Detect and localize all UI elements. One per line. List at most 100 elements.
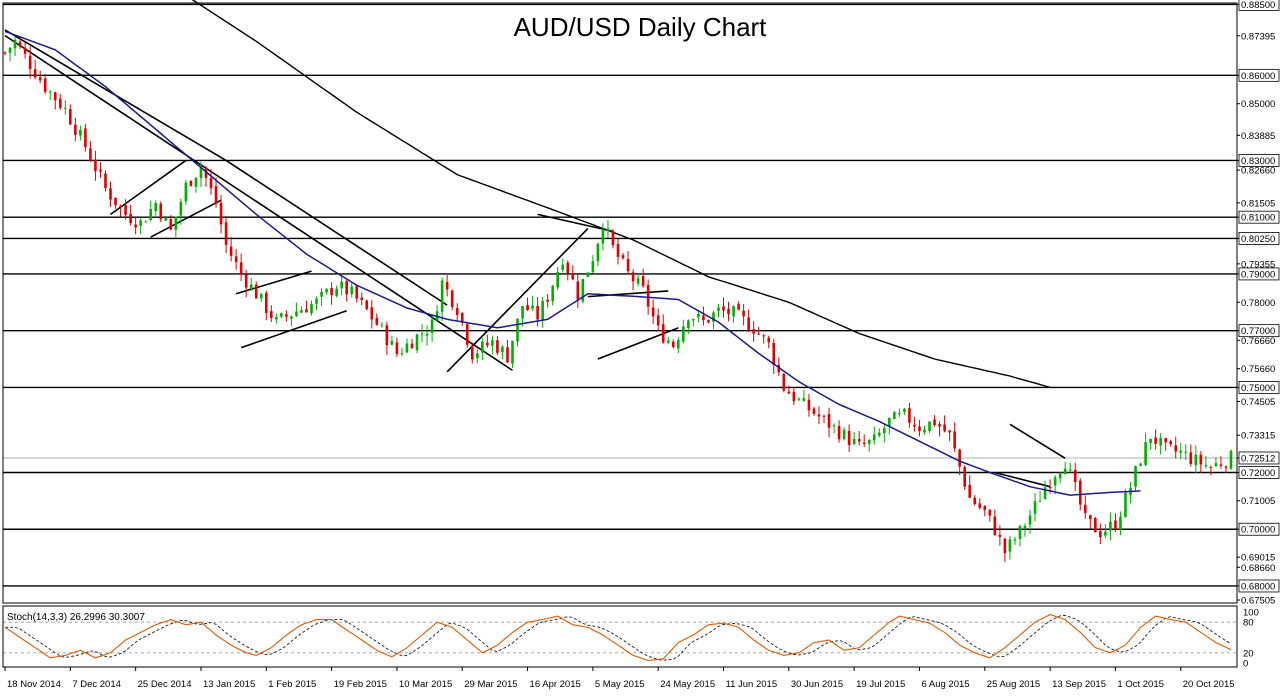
candle-body bbox=[1119, 516, 1122, 530]
candle-body bbox=[149, 209, 153, 221]
candle-body bbox=[169, 219, 173, 230]
candle-body bbox=[1104, 531, 1107, 536]
price-tick-label: 0.73315 bbox=[1241, 431, 1275, 442]
candle-body bbox=[666, 340, 670, 343]
stochastic-tick-label: 20 bbox=[1243, 648, 1254, 659]
candle-body bbox=[978, 503, 982, 508]
candle-body bbox=[1018, 526, 1022, 539]
candle-body bbox=[938, 424, 941, 427]
price-tick-label: 0.75000 bbox=[1241, 383, 1275, 394]
price-level-tag bbox=[1238, 68, 1280, 82]
candle-body bbox=[18, 41, 22, 47]
candle-body bbox=[470, 345, 474, 360]
time-tick-label: 25 Aug 2015 bbox=[987, 679, 1040, 690]
candle-body bbox=[661, 324, 665, 343]
candle-body bbox=[350, 286, 353, 294]
price-level-tag bbox=[1238, 380, 1280, 394]
candle-body bbox=[476, 353, 479, 359]
time-tick-label: 20 Oct 2015 bbox=[1183, 679, 1235, 690]
candle-body bbox=[877, 432, 881, 436]
price-tick-label: 0.75660 bbox=[1241, 364, 1275, 375]
candle-body bbox=[129, 213, 132, 224]
candle-body bbox=[455, 308, 459, 315]
candle-body bbox=[259, 293, 263, 299]
chart-frames bbox=[2, 2, 1238, 668]
candle-body bbox=[872, 434, 876, 441]
candle-body bbox=[1058, 473, 1062, 479]
candle-body bbox=[1063, 468, 1067, 475]
candle-body bbox=[656, 315, 660, 326]
candle-body bbox=[1053, 477, 1057, 486]
candle-body bbox=[58, 98, 62, 108]
candle-body bbox=[752, 329, 755, 334]
candle-body bbox=[516, 318, 519, 342]
price-level-tag bbox=[1238, 579, 1280, 593]
candle-body bbox=[285, 314, 288, 317]
candle-body bbox=[450, 290, 454, 308]
time-tick-label: 13 Jan 2015 bbox=[203, 679, 255, 690]
candle-body bbox=[913, 424, 916, 427]
price-tick-label: 0.83885 bbox=[1241, 131, 1275, 142]
candle-body bbox=[109, 188, 112, 200]
price-level-tag bbox=[1238, 451, 1280, 465]
price-tick-label: 0.72000 bbox=[1241, 468, 1275, 479]
candle-body bbox=[641, 276, 645, 286]
candle-body bbox=[340, 281, 343, 289]
stochastic-panel-frame bbox=[2, 605, 1238, 668]
time-tick-label: 1 Oct 2015 bbox=[1117, 679, 1163, 690]
candle-body bbox=[1134, 466, 1137, 487]
time-tick-label: 19 Jul 2015 bbox=[856, 679, 905, 690]
candle-body bbox=[933, 419, 936, 425]
candle-body bbox=[1028, 515, 1032, 525]
candle-body bbox=[1209, 467, 1213, 469]
candle-body bbox=[501, 347, 504, 353]
candle-body bbox=[400, 353, 404, 355]
candle-body bbox=[134, 224, 137, 228]
price-tick-label: 0.72512 bbox=[1241, 453, 1275, 464]
candle-body bbox=[646, 284, 650, 307]
candle-body bbox=[908, 408, 911, 423]
candle-body bbox=[817, 414, 821, 417]
candle-body bbox=[998, 534, 1002, 537]
candle-body bbox=[802, 397, 806, 401]
candle-body bbox=[1043, 487, 1047, 499]
price-tick-label: 0.68660 bbox=[1241, 563, 1275, 574]
candle-body bbox=[732, 306, 735, 317]
candle-body bbox=[1149, 438, 1152, 444]
candle-body bbox=[772, 343, 776, 365]
candle-body bbox=[1184, 451, 1188, 453]
candle-body bbox=[737, 304, 740, 310]
time-tick-label: 6 Aug 2015 bbox=[921, 679, 969, 690]
trendline bbox=[150, 199, 222, 238]
candle-body bbox=[943, 424, 946, 432]
candle-body bbox=[953, 431, 956, 449]
candle-body bbox=[53, 92, 57, 101]
candle-body bbox=[229, 246, 233, 256]
candle-body bbox=[1219, 464, 1223, 466]
candle-body bbox=[244, 274, 248, 288]
price-tick-label: 0.88500 bbox=[1241, 0, 1275, 11]
candle-body bbox=[621, 255, 625, 259]
candle-body bbox=[852, 438, 856, 445]
candle-body bbox=[1073, 469, 1077, 483]
candle-body bbox=[38, 77, 42, 81]
candle-body bbox=[345, 281, 348, 295]
candle-body bbox=[63, 107, 67, 109]
candle-body bbox=[1038, 500, 1042, 502]
candle-body bbox=[762, 335, 766, 337]
candle-body bbox=[862, 442, 866, 445]
candle-body bbox=[827, 414, 831, 428]
candle-body bbox=[1169, 441, 1173, 445]
trendline bbox=[240, 310, 347, 349]
candle-body bbox=[586, 272, 590, 277]
price-level-tag bbox=[1238, 522, 1280, 536]
candle-body bbox=[591, 261, 595, 273]
candle-body bbox=[1109, 521, 1112, 531]
candle-body bbox=[1229, 450, 1233, 469]
candle-body bbox=[1094, 517, 1097, 533]
candle-body bbox=[33, 69, 37, 78]
candle-body bbox=[571, 273, 575, 280]
trendline bbox=[446, 227, 589, 373]
price-tick-label: 0.82660 bbox=[1241, 166, 1275, 177]
